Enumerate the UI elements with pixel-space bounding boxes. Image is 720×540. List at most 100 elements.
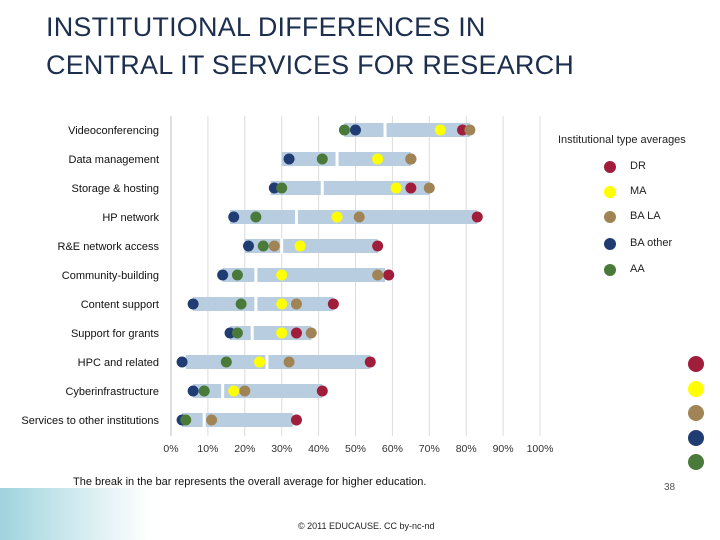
side-dot-aa xyxy=(688,454,704,470)
side-dot-ma xyxy=(688,381,704,397)
data-point-ba-la-cyberinfrastructure xyxy=(239,385,251,397)
legend-label-dr: DR xyxy=(630,160,646,172)
data-point-ma-rande-network-access xyxy=(294,240,306,252)
x-tick-label: 50% xyxy=(345,443,366,455)
data-point-dr-hpc-and-related xyxy=(364,356,376,368)
x-tick-label: 40% xyxy=(308,443,329,455)
legend-swatch-ba-other xyxy=(604,238,616,250)
range-bar-hp-network xyxy=(230,210,478,224)
data-point-ba-la-community-building xyxy=(372,269,384,281)
data-point-aa-hp-network xyxy=(250,211,262,223)
data-point-aa-data-management xyxy=(316,153,328,165)
data-point-ma-content-support xyxy=(276,298,288,310)
data-point-ma-support-for-grants xyxy=(276,327,288,339)
slide-title-line-1: INSTITUTIONAL DIFFERENCES IN xyxy=(46,12,486,42)
data-point-aa-services-to-other-institutions xyxy=(180,414,192,426)
data-point-aa-community-building xyxy=(231,269,243,281)
data-point-dr-services-to-other-institutions xyxy=(290,414,302,426)
average-break-videoconferencing xyxy=(383,122,387,138)
data-point-ba-other-content-support xyxy=(187,298,199,310)
x-tick-label: 60% xyxy=(382,443,403,455)
data-point-aa-rande-network-access xyxy=(257,240,269,252)
data-point-ma-community-building xyxy=(276,269,288,281)
x-tick-label: 90% xyxy=(493,443,514,455)
category-label-videoconferencing: Videoconferencing xyxy=(68,125,159,137)
slide-title-line-2: CENTRAL IT SERVICES FOR RESEARCH xyxy=(46,50,575,80)
average-break-support-for-grants xyxy=(250,325,254,341)
legend-swatch-ba-la xyxy=(604,211,616,223)
average-break-content-support xyxy=(254,296,258,312)
data-point-ba-la-hp-network xyxy=(353,211,365,223)
category-label-support-for-grants: Support for grants xyxy=(71,328,160,340)
x-tick-label: 70% xyxy=(419,443,440,455)
side-dot-dr xyxy=(688,356,704,372)
x-tick-label: 10% xyxy=(197,443,218,455)
side-dot-ba-other xyxy=(688,430,704,446)
data-point-ma-videoconferencing xyxy=(434,124,446,136)
legend-swatch-ma xyxy=(604,186,616,198)
data-point-aa-videoconferencing xyxy=(338,124,350,136)
data-point-dr-cyberinfrastructure xyxy=(316,385,328,397)
range-bar-storage-and-hosting xyxy=(270,181,430,195)
legend-label-aa: AA xyxy=(630,263,645,275)
page-number: 38 xyxy=(664,482,676,493)
data-point-ba-other-cyberinfrastructure xyxy=(187,385,199,397)
range-bar-support-for-grants xyxy=(230,326,312,340)
data-point-ba-other-hpc-and-related xyxy=(176,356,188,368)
slide-title: INSTITUTIONAL DIFFERENCES IN CENTRAL IT … xyxy=(46,8,686,84)
decorative-gradient xyxy=(0,488,150,540)
data-point-ma-data-management xyxy=(372,153,384,165)
legend-title: Institutional type averages xyxy=(558,134,686,146)
data-point-ma-storage-and-hosting xyxy=(390,182,402,194)
category-label-storage-and-hosting: Storage & hosting xyxy=(72,183,159,195)
data-point-aa-cyberinfrastructure xyxy=(198,385,210,397)
data-point-ba-other-videoconferencing xyxy=(350,124,361,136)
category-label-community-building: Community-building xyxy=(62,270,159,282)
data-point-ba-la-rande-network-access xyxy=(268,240,280,252)
legend-label-ma: MA xyxy=(630,185,647,197)
average-break-community-building xyxy=(254,267,258,283)
data-point-ba-la-data-management xyxy=(405,153,417,165)
average-break-rande-network-access xyxy=(280,238,284,254)
category-label-hp-network: HP network xyxy=(102,212,159,224)
data-point-ba-la-services-to-other-institutions xyxy=(206,414,218,426)
data-point-dr-hp-network xyxy=(471,211,483,223)
data-point-ba-other-data-management xyxy=(283,153,295,165)
data-point-dr-rande-network-access xyxy=(372,240,384,252)
category-label-data-management: Data management xyxy=(69,154,160,166)
average-break-services-to-other-institutions xyxy=(202,412,206,428)
x-tick-label: 80% xyxy=(456,443,477,455)
average-break-data-management xyxy=(335,151,339,167)
data-point-ba-other-hp-network xyxy=(228,211,240,223)
range-bar-content-support xyxy=(193,297,334,311)
data-point-dr-content-support xyxy=(327,298,339,310)
data-point-dr-community-building xyxy=(383,269,395,281)
data-point-dr-support-for-grants xyxy=(290,327,302,339)
data-point-dr-storage-and-hosting xyxy=(405,182,417,194)
range-bar-services-to-other-institutions xyxy=(182,413,293,427)
range-bar-community-building xyxy=(222,268,386,282)
category-label-hpc-and-related: HPC and related xyxy=(78,357,159,369)
x-tick-label: 20% xyxy=(234,443,255,455)
category-label-services-to-other-institutions: Services to other institutions xyxy=(21,415,159,427)
chart-note: The break in the bar represents the over… xyxy=(73,476,427,488)
data-point-aa-content-support xyxy=(235,298,247,310)
category-label-rande-network-access: R&E network access xyxy=(58,241,160,253)
data-point-aa-support-for-grants xyxy=(231,327,243,339)
range-bar-hpc-and-related xyxy=(185,355,371,369)
data-point-ba-la-storage-and-hosting xyxy=(423,182,435,194)
range-bar-data-management xyxy=(281,152,411,166)
data-point-ma-cyberinfrastructure xyxy=(228,385,240,397)
legend-label-ba-la: BA LA xyxy=(630,210,661,222)
data-point-ba-other-rande-network-access xyxy=(242,240,254,252)
average-break-cyberinfrastructure xyxy=(221,383,225,399)
data-point-aa-hpc-and-related xyxy=(220,356,232,368)
average-break-hpc-and-related xyxy=(265,354,269,370)
copyright-footer: © 2011 EDUCAUSE. CC by-nc-nd xyxy=(298,521,435,531)
category-label-content-support: Content support xyxy=(81,299,159,311)
x-tick-label: 100% xyxy=(527,443,554,455)
data-point-ma-hpc-and-related xyxy=(254,356,266,368)
legend-swatch-dr xyxy=(604,161,616,173)
data-point-ba-la-content-support xyxy=(290,298,302,310)
